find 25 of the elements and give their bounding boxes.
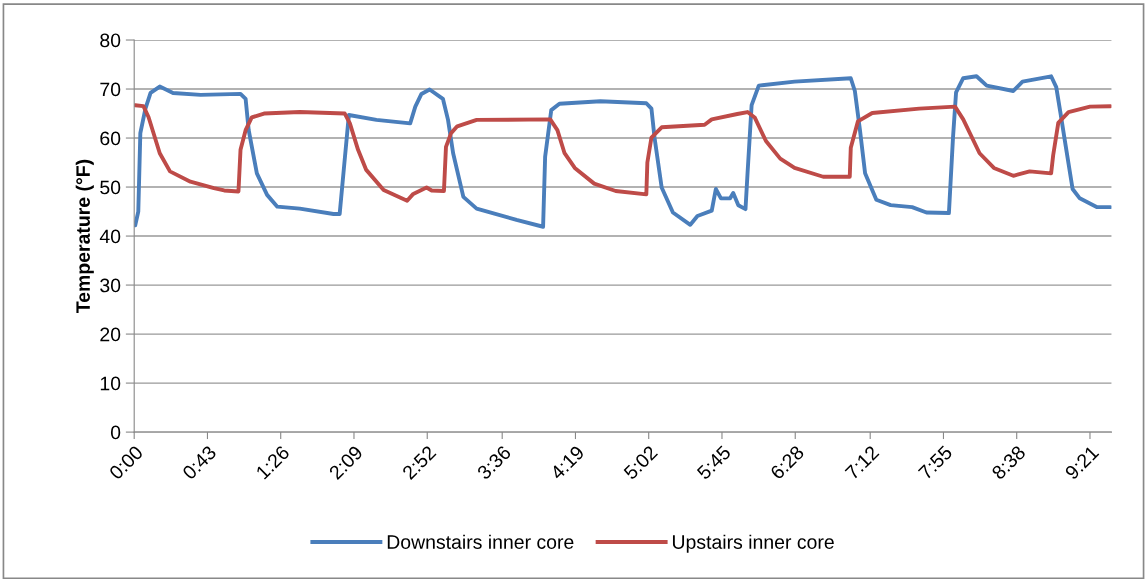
y-tick-label: 40 [99,229,121,244]
x-tick-label: 5:02 [622,444,659,481]
x-tick-label: 9:21 [1064,444,1100,481]
y-tick-label: 10 [100,376,121,391]
x-tick-label: 0:43 [181,444,217,481]
y-tick-label: 0 [110,425,121,440]
x-tick-label: 4:19 [549,444,585,481]
line-series [134,103,1112,203]
y-axis-title: Temperature (°F) [75,159,94,314]
x-tick-label: 7:12 [844,444,880,480]
x-tick-label: 6:28 [769,444,805,481]
y-tick-label: 60 [100,131,121,146]
y-tick-label: 80 [100,33,121,48]
legend-label: Upstairs inner core [672,534,834,553]
x-tick-label: 8:38 [990,444,1027,481]
legend-label: Downstairs inner core [387,534,574,549]
x-tick-label: 7:55 [917,444,953,481]
x-tick-label: 3:36 [476,444,512,481]
y-tick-label: 30 [100,278,121,293]
x-tick-label: 1:26 [255,444,291,480]
y-tick-label: 20 [100,327,121,342]
x-tick-label: 0:00 [108,444,144,481]
line-series [134,74,1112,229]
y-tick-label: 50 [100,180,121,195]
y-tick-label: 70 [100,82,121,97]
